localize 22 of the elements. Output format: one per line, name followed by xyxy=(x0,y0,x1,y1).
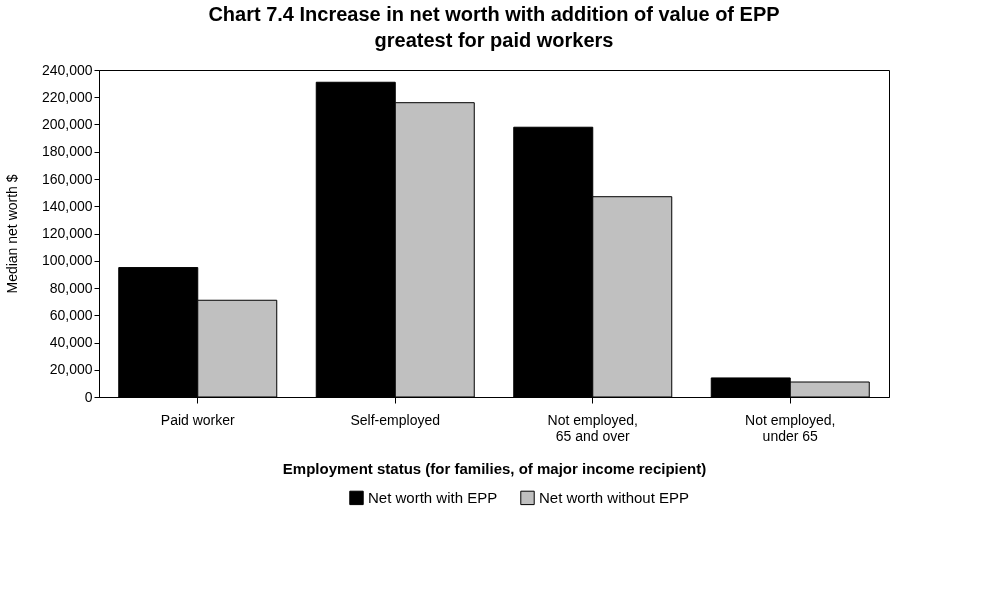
x-axis-title: Employment status (for families, of major income recipient) xyxy=(282,459,707,477)
x-tick-label: Paid worker xyxy=(160,411,236,428)
y-tick-label: 120,000 xyxy=(41,225,93,241)
y-tick-label: 80,000 xyxy=(49,279,93,296)
y-tick-label: 140,000 xyxy=(41,197,93,214)
x-tick-label: Self-employed xyxy=(350,411,440,428)
y-tick-label: 220,000 xyxy=(41,88,93,105)
y-tick-label: 60,000 xyxy=(49,306,93,323)
y-tick-label: 240,000 xyxy=(41,61,93,78)
chart-title: Chart 7.4 Increase in net worth with addition of value of EPP greatest for paid workers xyxy=(208,3,780,51)
x-tick-label: Not employed, under 65 xyxy=(745,411,836,444)
y-tick-label: 200,000 xyxy=(41,116,93,132)
y-tick-label: 180,000 xyxy=(41,143,93,160)
y-axis-title: Median net worth $ xyxy=(3,174,20,294)
legend-label: Net worth with EPP xyxy=(368,488,498,506)
x-tick-label: Not employed, 65 and over xyxy=(547,411,638,444)
y-tick-label: 100,000 xyxy=(41,252,93,269)
y-tick-label: 20,000 xyxy=(49,361,93,378)
y-tick-label: 40,000 xyxy=(49,334,93,350)
y-tick-label: 160,000 xyxy=(41,170,93,187)
legend-label: Net worth without EPP xyxy=(539,488,690,506)
y-tick-label: 0 xyxy=(84,388,93,405)
